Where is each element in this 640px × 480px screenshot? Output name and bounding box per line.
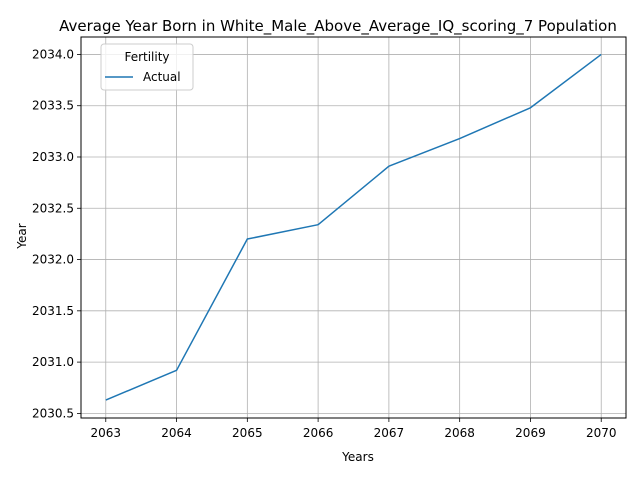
y-tick-label: 2032.5 — [32, 201, 74, 215]
y-axis: 2030.5 2031.0 2031.5 2032.0 2032.5 2033.0 2033… — [32, 47, 81, 420]
legend: Fertility Actual — [100, 43, 194, 91]
y-tick-label: 2033.5 — [32, 99, 74, 113]
x-tick-label: 2070 — [586, 426, 617, 440]
legend-box — [100, 43, 194, 91]
legend-title: Fertility — [124, 50, 169, 64]
y-tick-label: 2031.0 — [32, 355, 74, 369]
chart-title: Average Year Born in White_Male_Above_Av… — [59, 17, 617, 36]
y-tick-label: 2034.0 — [32, 47, 74, 61]
x-axis: 2063 2064 2065 2066 2067 2068 2069 2070 — [90, 418, 617, 440]
x-tick-label: 2065 — [232, 426, 263, 440]
y-tick-label: 2032.0 — [32, 253, 74, 267]
y-tick-label: 2030.5 — [32, 406, 74, 420]
y-tick-label: 2033.0 — [32, 150, 74, 164]
series-layer — [105, 53, 602, 401]
plot-frame — [80, 36, 627, 419]
x-tick-label: 2067 — [374, 426, 405, 440]
x-tick-label: 2066 — [303, 426, 334, 440]
legend-label-actual: Actual — [143, 70, 181, 84]
y-tick-label: 2031.5 — [32, 304, 74, 318]
x-tick-label: 2069 — [515, 426, 546, 440]
y-axis-label: Year — [15, 223, 29, 249]
x-tick-label: 2063 — [90, 426, 121, 440]
grid — [81, 37, 626, 418]
x-tick-label: 2064 — [161, 426, 192, 440]
x-tick-label: 2068 — [444, 426, 475, 440]
series-line-actual — [105, 53, 602, 401]
x-axis-label: Years — [341, 450, 374, 464]
